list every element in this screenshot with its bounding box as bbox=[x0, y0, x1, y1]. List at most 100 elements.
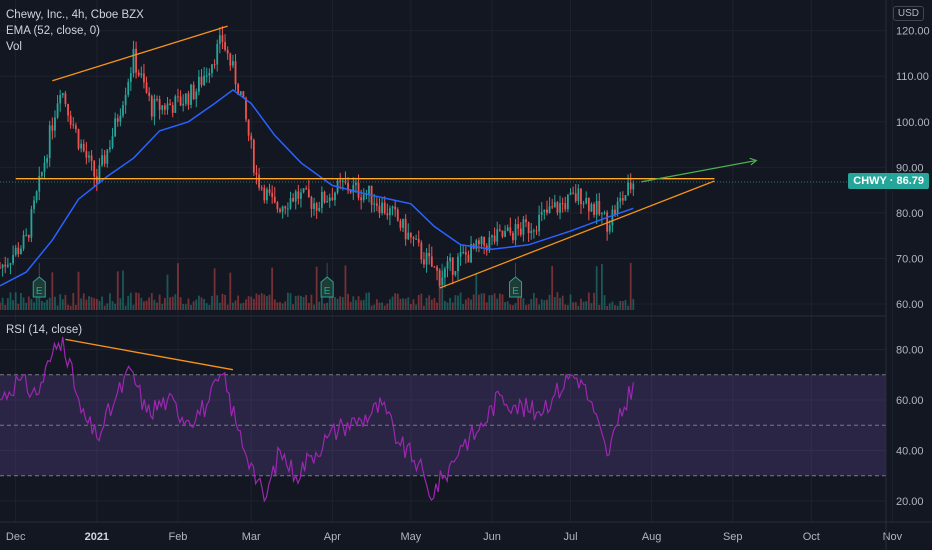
volume-legend[interactable]: Vol bbox=[6, 41, 22, 53]
candle-body bbox=[585, 197, 588, 204]
candle-body bbox=[169, 103, 172, 106]
time-axis-label: Dec bbox=[6, 531, 26, 543]
volume-bar bbox=[163, 298, 166, 310]
ema-line bbox=[0, 88, 634, 287]
candle-body bbox=[1, 264, 4, 268]
volume-bar bbox=[462, 303, 465, 310]
volume-bar bbox=[294, 296, 297, 310]
candle-body bbox=[106, 149, 109, 164]
candle-body bbox=[266, 189, 268, 201]
volume-bar bbox=[370, 305, 373, 310]
candle-body bbox=[0, 267, 1, 269]
time-axis-label: Nov bbox=[883, 531, 903, 543]
volume-bar bbox=[109, 293, 111, 310]
volume-bar bbox=[88, 296, 90, 310]
candle-body bbox=[436, 266, 438, 271]
volume-bar bbox=[491, 295, 493, 310]
candle-body bbox=[566, 194, 569, 210]
volume-bar bbox=[467, 297, 470, 310]
rsi-axis-label: 60.00 bbox=[896, 395, 924, 407]
volume-bar bbox=[525, 304, 527, 310]
candle-body bbox=[501, 230, 504, 237]
candle-body bbox=[279, 209, 281, 212]
ema-legend[interactable]: EMA (52, close, 0) bbox=[6, 25, 100, 37]
earnings-marker[interactable]: E bbox=[32, 263, 46, 298]
candle-body bbox=[360, 197, 363, 201]
drawing-annotations[interactable] bbox=[0, 25, 886, 289]
volume-bar bbox=[292, 304, 295, 310]
volume-bar bbox=[171, 296, 174, 310]
volume-bar bbox=[27, 296, 30, 310]
candle-body bbox=[551, 206, 554, 208]
volume-bar bbox=[143, 301, 145, 310]
candle-body bbox=[394, 206, 397, 210]
rsi-axis-label: 20.00 bbox=[896, 496, 924, 508]
rsi-axis-label: 40.00 bbox=[896, 446, 924, 458]
volume-bar bbox=[483, 293, 486, 310]
volume-bar bbox=[606, 305, 609, 310]
candle-body bbox=[564, 203, 567, 210]
volume-bar bbox=[224, 294, 226, 310]
volume-bar bbox=[82, 293, 85, 310]
candle-body bbox=[64, 93, 67, 104]
volume-bar bbox=[263, 294, 266, 310]
candle-body bbox=[284, 206, 287, 209]
candle-body bbox=[532, 230, 535, 232]
volume-bar bbox=[239, 303, 242, 310]
volume-bar bbox=[122, 270, 124, 310]
candle-body bbox=[449, 257, 452, 262]
volume-bar bbox=[182, 303, 185, 310]
volume-bar bbox=[386, 303, 389, 310]
volume-bars bbox=[0, 262, 635, 310]
price-axis-label: 110.00 bbox=[896, 71, 929, 83]
candle-body bbox=[525, 219, 527, 223]
volume-bar bbox=[396, 293, 399, 310]
grid-lines bbox=[0, 0, 893, 522]
candle-body bbox=[409, 232, 412, 238]
candle-body bbox=[425, 252, 428, 265]
candle-body bbox=[509, 227, 512, 233]
volume-bar bbox=[0, 302, 1, 310]
rsi-legend[interactable]: RSI (14, close) bbox=[6, 324, 83, 336]
symbol-legend[interactable]: Chewy, Inc., 4h, Cboe BZX bbox=[6, 9, 144, 21]
earnings-marker[interactable]: E bbox=[320, 263, 334, 298]
candle-body bbox=[297, 191, 300, 199]
volume-bar bbox=[420, 293, 423, 310]
candle-body bbox=[396, 209, 399, 221]
earnings-marker[interactable]: E bbox=[509, 263, 523, 298]
volume-bar bbox=[598, 304, 601, 310]
volume-bar bbox=[404, 298, 407, 310]
volume-bar bbox=[389, 299, 391, 310]
currency-badge[interactable]: USD bbox=[892, 6, 924, 21]
volume-bar bbox=[446, 302, 449, 310]
candle-body bbox=[255, 172, 258, 175]
volume-bar bbox=[603, 295, 606, 310]
candle-body bbox=[179, 96, 182, 106]
candle-body bbox=[493, 235, 496, 242]
volume-bar bbox=[409, 304, 412, 310]
candle-body bbox=[111, 136, 114, 148]
volume-bar bbox=[608, 303, 611, 310]
candle-body bbox=[98, 165, 101, 184]
candle-body bbox=[82, 143, 85, 152]
candle-body bbox=[540, 211, 543, 215]
candle-body bbox=[415, 238, 418, 240]
candle-body bbox=[559, 203, 561, 213]
candle-body bbox=[51, 125, 54, 131]
candle-body bbox=[218, 35, 221, 44]
candle-body bbox=[496, 229, 499, 242]
volume-bar bbox=[509, 304, 512, 310]
volume-bar bbox=[443, 300, 446, 310]
earnings-label: E bbox=[512, 286, 519, 297]
candle-body bbox=[250, 135, 253, 140]
time-axis-label: Feb bbox=[168, 531, 187, 543]
price-axis-label: 80.00 bbox=[896, 208, 924, 220]
volume-bar bbox=[381, 302, 383, 310]
candle-body bbox=[101, 155, 103, 166]
candle-body bbox=[488, 237, 491, 251]
volume-bar bbox=[148, 297, 151, 310]
volume-bar bbox=[95, 298, 98, 310]
volume-bar bbox=[564, 304, 567, 310]
